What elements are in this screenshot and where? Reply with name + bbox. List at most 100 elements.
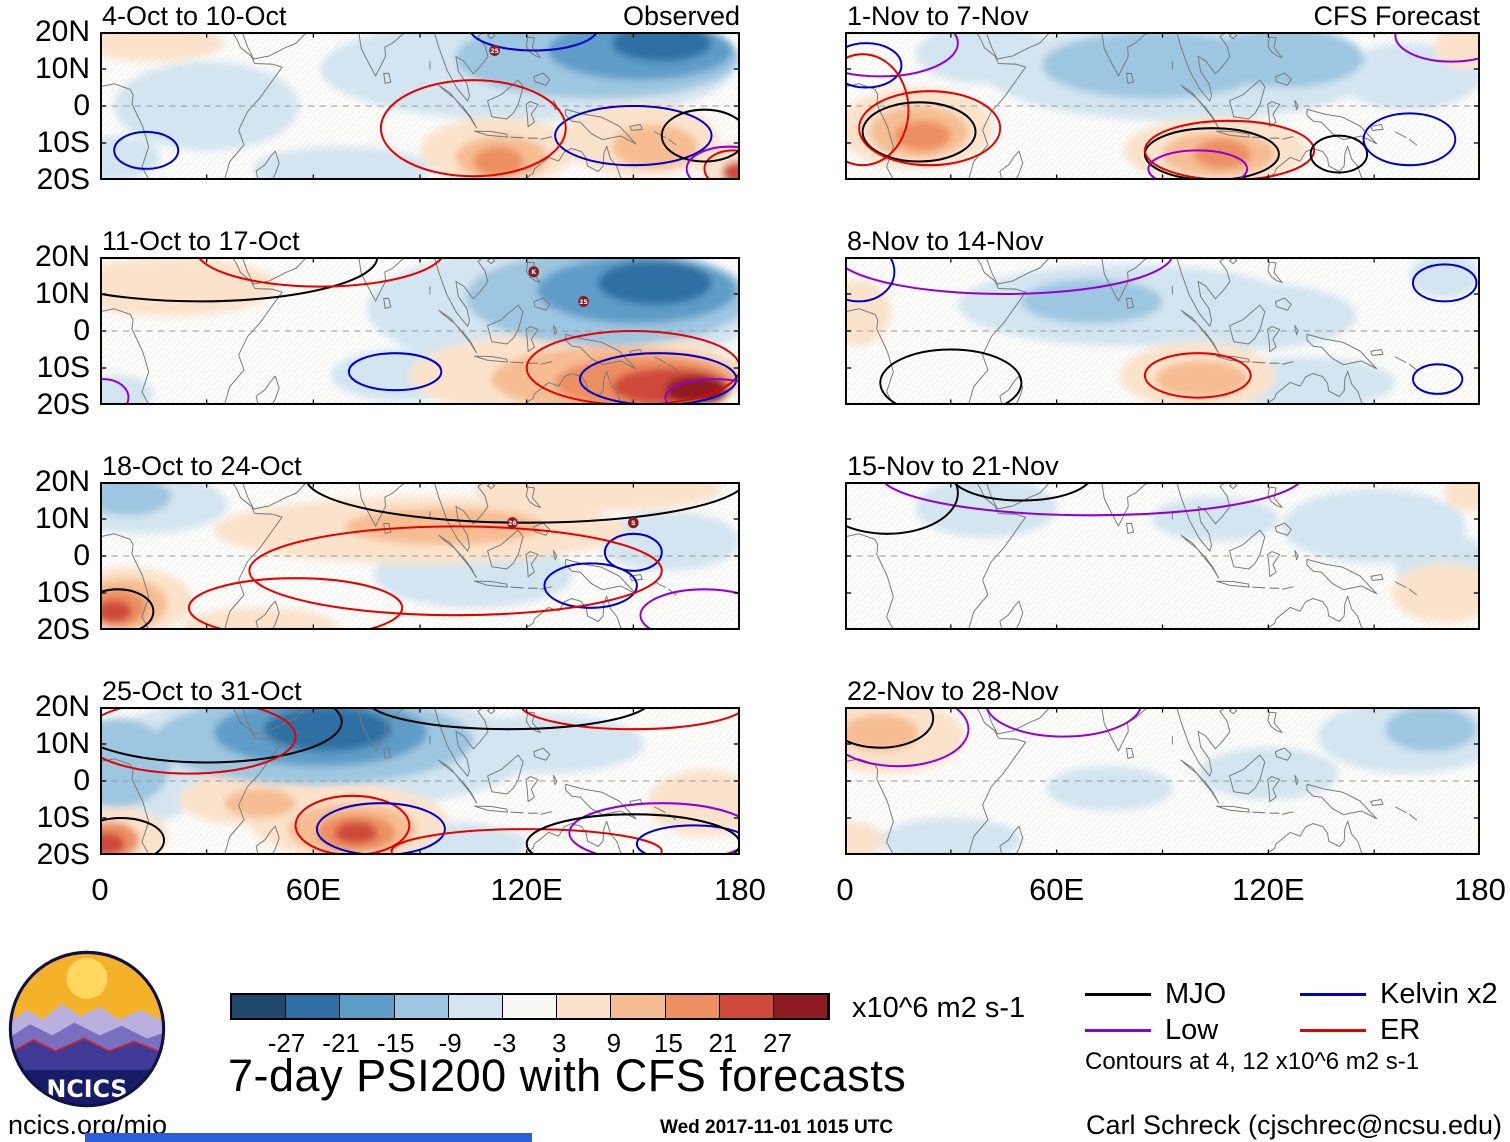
- anomaly-shading: [845, 257, 1480, 405]
- y-axis-label: 10N: [34, 52, 90, 85]
- y-axis-label: 20N: [34, 15, 90, 48]
- kelvin-contour: [579, 352, 738, 405]
- x-axis-label: 180: [714, 872, 766, 907]
- colorbar-tick-label: 27: [762, 1028, 792, 1058]
- legend-label-kelvin: Kelvin x2: [1380, 978, 1498, 1010]
- anomaly-shading: [100, 32, 740, 180]
- kelvin-contour: [845, 257, 896, 303]
- low-line-swatch: [1085, 1029, 1151, 1032]
- x-axis-label: 60E: [1029, 872, 1085, 907]
- mjo-contour: [100, 588, 155, 630]
- low-contour: [100, 378, 130, 405]
- x-axis-label: 120E: [1232, 872, 1305, 907]
- map-canvas: [845, 707, 1480, 855]
- colorbar-segment: [611, 995, 666, 1018]
- coastlines: [100, 707, 677, 855]
- colorbar-segment: [286, 995, 341, 1018]
- low-contour: [985, 707, 1142, 738]
- bottom-blue-bar: [85, 1133, 532, 1142]
- panel-title: 11-Oct to 17-Oct: [102, 226, 300, 256]
- colorbar-tick-label: 21: [708, 1028, 738, 1058]
- legend-label-mjo: MJO: [1165, 978, 1227, 1010]
- x-axis-label: 0: [836, 872, 854, 907]
- er-contour: [703, 149, 740, 180]
- low-contour: [1394, 32, 1480, 63]
- ncics-logo-icon: NCICS: [8, 950, 166, 1108]
- colorbar-tick-label: -9: [438, 1028, 462, 1058]
- panel-forecast-week4: 22-Nov to 28-Nov: [845, 676, 1480, 855]
- y-axis-label: 10N: [34, 502, 90, 535]
- y-axis-label: 10N: [34, 277, 90, 310]
- colorbar-segment: [719, 995, 774, 1018]
- panel-title: 8-Nov to 14-Nov: [847, 226, 1044, 256]
- panel-border: [845, 257, 1480, 405]
- panel-title: 25-Oct to 31-Oct: [102, 676, 302, 706]
- er-contour: [858, 90, 1002, 167]
- kelvin-contour: [603, 532, 663, 572]
- colorbar-units: x10^6 m2 s-1: [852, 992, 1026, 1024]
- svg-text:25: 25: [490, 48, 499, 55]
- er-contour: [187, 577, 404, 630]
- coastlines: [100, 482, 677, 630]
- kelvin-contour: [543, 562, 638, 609]
- storm-marker: 25: [489, 44, 500, 57]
- colorbar-segment: [394, 995, 449, 1018]
- low-contour: [568, 802, 740, 855]
- y-axis-label: 10S: [36, 801, 90, 834]
- kelvin-contour: [1412, 363, 1464, 395]
- column-header-observed: Observed: [622, 1, 740, 31]
- logo-text: NCICS: [47, 1075, 128, 1103]
- colorbar-tick-label: -21: [322, 1028, 360, 1058]
- colorbar-segment: [557, 995, 612, 1018]
- mjo-contour: [369, 707, 649, 731]
- coastlines: [100, 257, 677, 405]
- panel-forecast-week1: 1-Nov to 7-Nov CFS Forecast: [845, 1, 1480, 180]
- footer-author: Carl Schreck (cjschrec@ncsu.edu): [1085, 1110, 1502, 1140]
- er-contour: [1143, 119, 1316, 180]
- panel-title: 4-Oct to 10-Oct: [102, 1, 287, 31]
- y-axis-label: 20S: [36, 613, 90, 646]
- colorbar-segment: [773, 995, 829, 1018]
- mjo-contour: [525, 813, 740, 855]
- map-canvas: [845, 32, 1480, 180]
- colorbar: -27 -21 -15 -9 -3 3 9 15 21 27: [230, 993, 830, 1058]
- plot-title: 7-day PSI200 with CFS forecasts: [228, 1050, 907, 1101]
- colorbar-tick-label: 9: [606, 1028, 622, 1058]
- colorbar-segment: [665, 995, 720, 1018]
- er-contour: [519, 707, 740, 731]
- panel-title: 18-Oct to 24-Oct: [102, 451, 302, 481]
- mjo-contour: [845, 482, 959, 535]
- column-header-forecast: CFS Forecast: [1313, 1, 1480, 31]
- anomaly-shading: [845, 707, 1480, 855]
- kelvin-contour: [845, 42, 903, 89]
- panel-observed-week4: 25-Oct to 31-Oct: [100, 676, 740, 855]
- low-contour: [664, 378, 740, 405]
- kelvin-contour: [315, 802, 446, 855]
- map-canvas: [100, 707, 740, 855]
- panel-title: 1-Nov to 7-Nov: [847, 1, 1029, 31]
- storm-marker: 25: [578, 295, 589, 307]
- svg-text:S: S: [631, 520, 636, 527]
- colorbar-tick-label: -3: [493, 1028, 517, 1058]
- y-axis-label: 20N: [34, 240, 90, 273]
- kelvin-contour: [1412, 263, 1478, 303]
- panel-title: 15-Nov to 21-Nov: [847, 451, 1059, 481]
- low-contour: [882, 482, 1302, 517]
- y-axis-label: 10S: [36, 351, 90, 384]
- coastlines: [845, 32, 1417, 180]
- er-contour: [525, 329, 740, 405]
- mjo-contour: [879, 348, 1023, 405]
- map-canvas: 25: [100, 32, 740, 180]
- low-contour: [1147, 149, 1249, 180]
- mjo-contour: [845, 707, 935, 749]
- mjo-contour: [660, 108, 740, 163]
- colorbar-tick-label: 15: [653, 1028, 683, 1058]
- coastlines: [845, 707, 1417, 855]
- storm-marker: 26: [507, 517, 518, 529]
- panel-border: [100, 32, 740, 180]
- x-axis-label: 180: [1454, 872, 1506, 907]
- er-line-swatch: [1300, 1029, 1366, 1032]
- kelvin-contour: [469, 32, 598, 52]
- low-contour: [845, 707, 970, 768]
